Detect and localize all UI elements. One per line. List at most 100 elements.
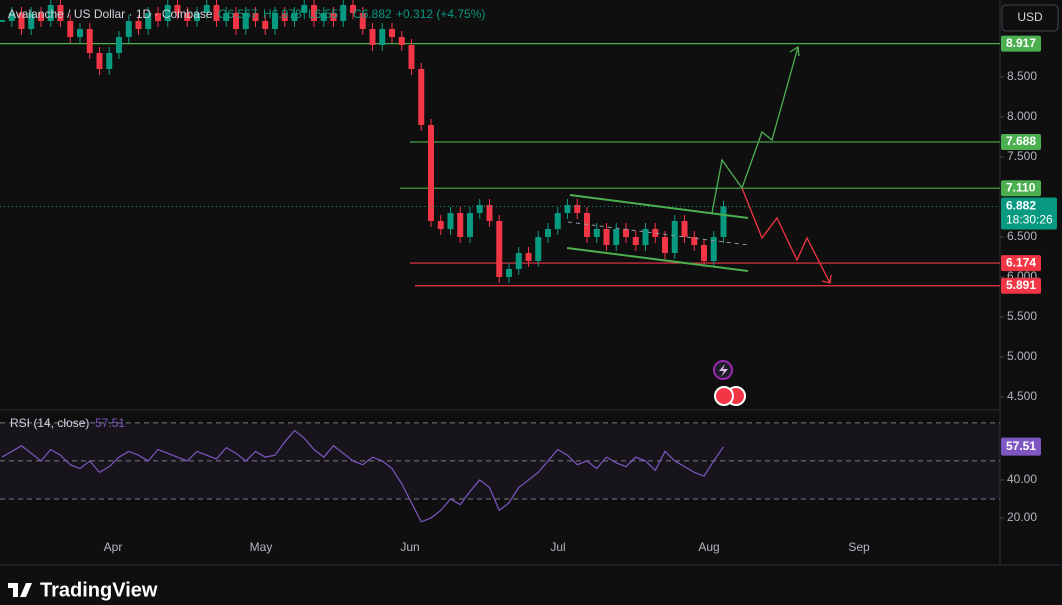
level-label: 5.891	[1006, 278, 1036, 292]
candle	[184, 13, 191, 21]
level-label-bg	[1001, 180, 1041, 197]
logo-mark	[8, 583, 32, 597]
candle	[86, 29, 93, 53]
candle	[476, 205, 483, 213]
candle	[437, 221, 444, 229]
x-tick-label: Apr	[104, 540, 123, 554]
candle	[662, 237, 668, 253]
logo: TradingView	[8, 579, 158, 601]
ohlc: O6.567 H6.978 L6.557 C6.882	[218, 7, 392, 21]
candle	[574, 205, 581, 213]
candle	[28, 13, 35, 29]
candle	[720, 206, 727, 237]
candle	[301, 5, 308, 13]
candle	[379, 29, 386, 45]
candle	[398, 37, 405, 45]
candle	[564, 205, 571, 213]
candle	[203, 5, 210, 13]
chart-title: Avalanche / US Dollar · 1D · Coinbase	[8, 7, 213, 21]
candle	[408, 45, 415, 69]
candle	[710, 237, 717, 261]
candle	[38, 13, 44, 21]
countdown: 18:30:26	[1006, 213, 1053, 227]
currency-button[interactable]	[1001, 4, 1059, 32]
ohlc-value: L6.557	[308, 7, 345, 21]
level-label-bg	[1001, 133, 1041, 150]
candle	[681, 221, 688, 237]
channel-lower	[566, 247, 749, 272]
bear-arrow	[821, 274, 832, 284]
last-price-bg	[1001, 197, 1057, 230]
x-tick-label: Aug	[698, 540, 719, 554]
candle	[242, 13, 249, 29]
ohlc-value: H6.978	[263, 7, 302, 21]
bull-path	[711, 46, 799, 214]
rsi-title: RSI (14, close)	[10, 416, 89, 430]
candle	[340, 5, 347, 21]
candle	[96, 53, 103, 69]
candle	[155, 13, 161, 21]
candle	[194, 13, 200, 21]
candle	[116, 37, 122, 53]
candle	[701, 245, 707, 261]
candle	[223, 13, 230, 21]
candle	[77, 29, 83, 37]
ohlc-value: C6.882	[353, 7, 392, 21]
candle	[369, 29, 376, 45]
y-tick-label: 6.500	[1007, 229, 1037, 243]
candle	[554, 213, 561, 229]
flag-icon[interactable]	[714, 386, 734, 406]
y-tick-label: 8.000	[1007, 109, 1037, 123]
rsi-label-bg	[1001, 437, 1041, 456]
candle	[18, 13, 25, 29]
channel-upper	[569, 194, 749, 219]
level-label: 7.110	[1006, 180, 1036, 194]
candle	[252, 13, 259, 21]
x-tick-label: Sep	[848, 540, 870, 554]
brand: TradingView	[40, 579, 158, 601]
candle	[389, 29, 395, 37]
rsi-tick-label: 20.00	[1007, 510, 1037, 524]
candle	[447, 213, 454, 229]
level-label: 8.917	[1006, 36, 1036, 50]
level-label-bg	[1001, 277, 1041, 294]
candle	[213, 5, 220, 21]
level-label-bg	[1001, 35, 1041, 52]
candle	[506, 269, 512, 277]
y-tick-label: 8.500	[1007, 69, 1037, 83]
marks: 8.5008.0007.5006.5006.0005.5005.0004.500…	[0, 0, 1057, 554]
candle	[8, 13, 15, 21]
candle	[525, 253, 532, 261]
candle	[262, 21, 269, 29]
candle	[320, 13, 327, 21]
y-tick-label: 4.500	[1007, 389, 1037, 403]
drawings	[566, 45, 832, 406]
last-price-label: 6.882	[1006, 199, 1036, 213]
candle	[515, 253, 522, 269]
level-label: 7.688	[1006, 134, 1036, 148]
candle	[281, 13, 288, 21]
candle	[603, 229, 610, 245]
bull-arrow	[789, 45, 800, 57]
candle	[496, 221, 503, 277]
candle	[330, 13, 337, 21]
rsi-tick-label: 40.00	[1007, 472, 1037, 486]
candle	[174, 5, 181, 13]
candle	[671, 221, 678, 253]
candle	[67, 21, 74, 37]
candle	[535, 237, 542, 261]
candle	[125, 21, 132, 37]
candle	[632, 237, 639, 245]
candle	[0, 20, 5, 22]
candle	[272, 13, 278, 29]
ohlc-value: O6.567	[218, 7, 258, 21]
candle	[642, 229, 649, 245]
rsi-last-label: 57.51	[1006, 439, 1036, 453]
x-tick-label: Jul	[550, 540, 565, 554]
change: +0.312 (+4.75%)	[396, 7, 485, 21]
rsi-value: 57.51	[95, 416, 125, 430]
candle	[613, 229, 620, 245]
candle	[135, 21, 142, 29]
